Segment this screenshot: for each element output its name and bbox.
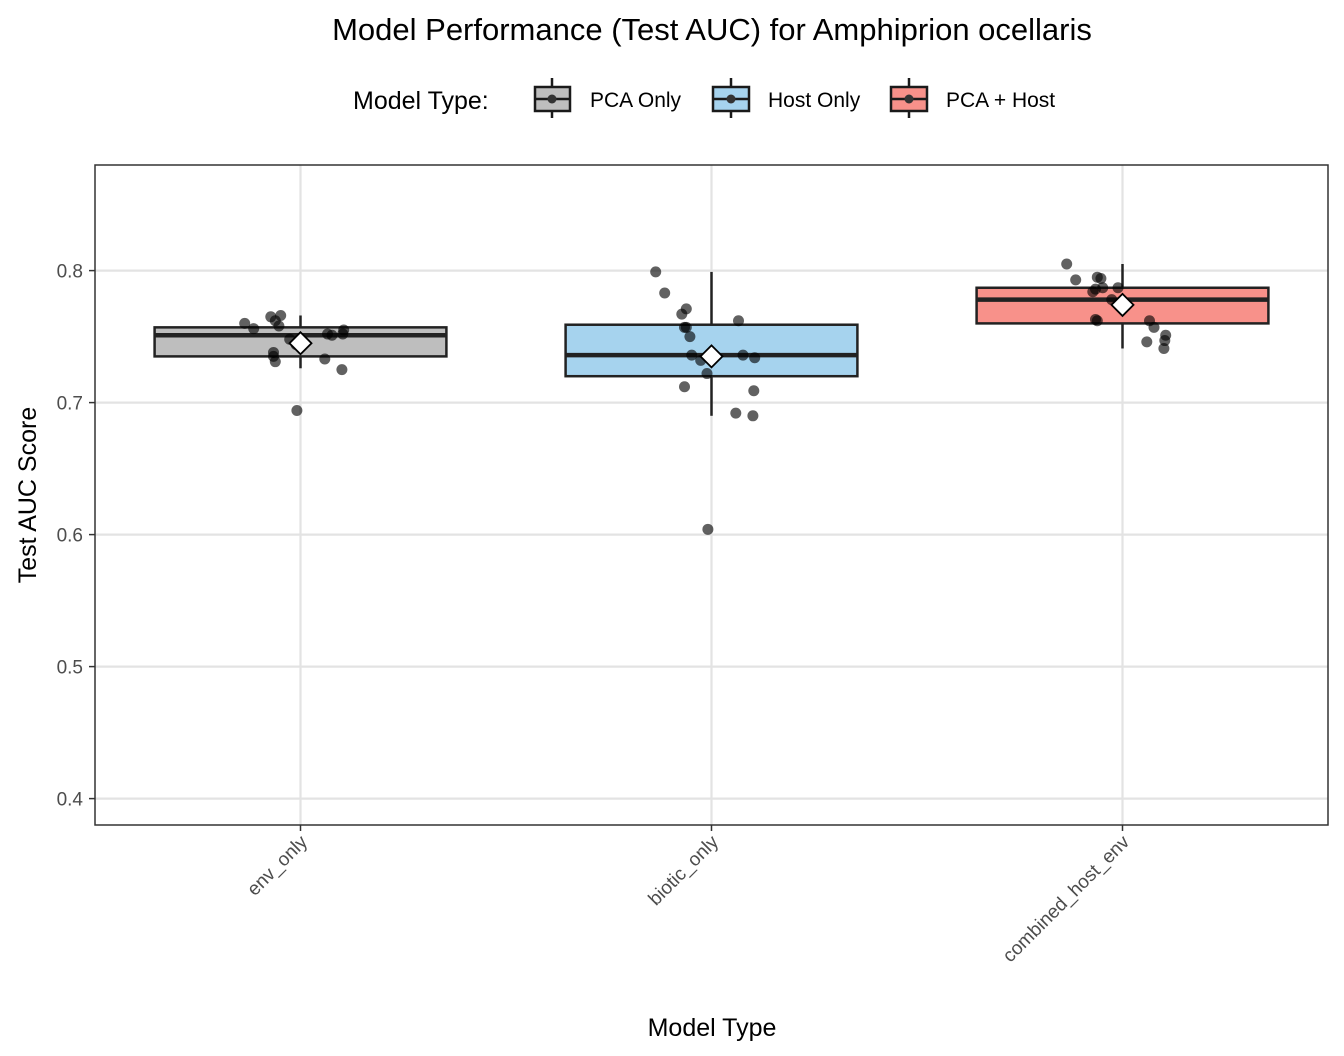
data-point [684,331,696,343]
data-point [747,410,759,422]
legend-label-pca-only: PCA Only [590,89,682,112]
legend: Model Type: PCA Only Host Only PCA + Hos… [353,78,1055,118]
data-point [275,309,287,321]
mean-markers [288,292,1135,369]
data-point [337,328,349,340]
legend-title: Model Type: [353,87,489,115]
data-point [748,385,760,397]
data-point [733,315,744,327]
mean-marker [699,344,724,369]
legend-item-pca-host: PCA + Host [889,78,1055,118]
data-point [336,364,348,376]
data-point [730,407,742,419]
data-point [269,356,281,368]
chart-title: Model Performance (Test AUC) for Amphipr… [332,12,1092,47]
data-point [686,349,698,361]
data-point [1095,273,1107,285]
data-point [701,368,713,380]
data-point [1158,342,1170,354]
jitter-points [239,258,1172,535]
data-point [239,317,251,329]
mean-marker [288,330,313,356]
data-point [1061,258,1073,270]
data-point [273,320,285,332]
y-tick-label: 0.6 [57,526,83,547]
y-axis: 0.4 0.5 0.6 0.7 0.8 [57,262,95,811]
data-point [659,287,671,299]
legend-item-pca-only: PCA Only [533,78,682,118]
x-tick-label: env_only [243,831,312,900]
data-point [291,405,303,417]
data-point [702,523,714,535]
data-point [1112,282,1124,294]
x-axis-label: Model Type [648,1014,777,1042]
y-tick-label: 0.5 [57,658,83,679]
y-tick-label: 0.8 [57,262,83,283]
data-point [650,266,662,278]
data-point [679,321,690,333]
legend-item-host-only: Host Only [711,78,861,118]
y-axis-label: Test AUC Score [14,407,42,583]
data-point [248,323,260,335]
data-point [680,303,692,315]
x-tick-label: combined_host_env [999,831,1134,966]
data-point [1141,336,1153,348]
legend-label-pca-host: PCA + Host [946,89,1055,112]
y-tick-label: 0.4 [57,790,84,811]
data-point [326,329,338,341]
y-tick-label: 0.7 [57,394,83,415]
legend-label-host-only: Host Only [768,89,861,112]
data-point [1070,274,1082,286]
data-point [679,381,690,393]
data-point [749,352,761,364]
x-axis: env_only biotic_only combined_host_env [243,825,1134,967]
x-tick-label: biotic_only [645,831,724,910]
data-point [737,349,749,361]
data-point [319,353,331,365]
data-point [1148,321,1160,333]
mean-marker [1110,292,1135,318]
data-point [1090,283,1101,295]
data-point [1091,315,1103,327]
